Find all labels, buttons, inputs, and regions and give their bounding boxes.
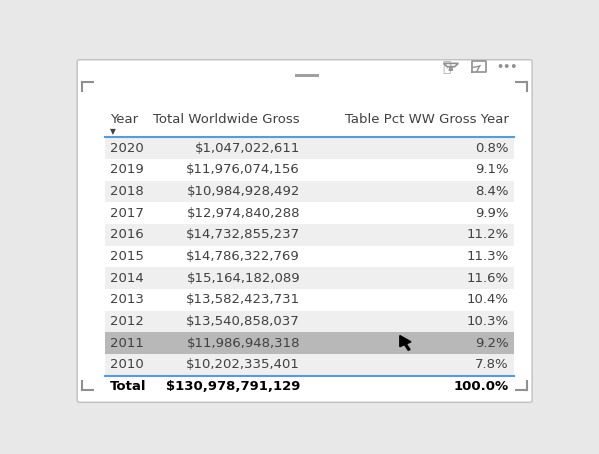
Text: 7.8%: 7.8% bbox=[475, 358, 509, 371]
Text: 2018: 2018 bbox=[110, 185, 143, 198]
Text: 2015: 2015 bbox=[110, 250, 144, 263]
Text: ▼: ▼ bbox=[110, 127, 116, 136]
Bar bbox=[105, 267, 513, 289]
Bar bbox=[105, 311, 513, 332]
Text: 2020: 2020 bbox=[110, 142, 143, 155]
Text: $13,540,858,037: $13,540,858,037 bbox=[186, 315, 300, 328]
Text: ▽: ▽ bbox=[445, 62, 452, 72]
Text: 0.8%: 0.8% bbox=[476, 142, 509, 155]
Text: 9.1%: 9.1% bbox=[475, 163, 509, 176]
Bar bbox=[105, 109, 513, 137]
Bar bbox=[105, 376, 513, 397]
Text: $11,986,948,318: $11,986,948,318 bbox=[186, 337, 300, 350]
Text: Total: Total bbox=[110, 380, 146, 393]
Text: 9.9%: 9.9% bbox=[476, 207, 509, 220]
Text: 10.3%: 10.3% bbox=[467, 315, 509, 328]
Bar bbox=[105, 137, 513, 159]
Text: 11.2%: 11.2% bbox=[467, 228, 509, 242]
Text: 2011: 2011 bbox=[110, 337, 144, 350]
Text: 2010: 2010 bbox=[110, 358, 143, 371]
Text: 8.4%: 8.4% bbox=[476, 185, 509, 198]
Bar bbox=[105, 332, 513, 354]
Text: Year: Year bbox=[110, 113, 138, 126]
Text: $1,047,022,611: $1,047,022,611 bbox=[195, 142, 300, 155]
Text: 2016: 2016 bbox=[110, 228, 143, 242]
Bar bbox=[295, 74, 319, 77]
Text: 9.2%: 9.2% bbox=[475, 337, 509, 350]
Text: $12,974,840,288: $12,974,840,288 bbox=[186, 207, 300, 220]
Text: $11,976,074,156: $11,976,074,156 bbox=[186, 163, 300, 176]
Bar bbox=[105, 354, 513, 376]
Text: 11.3%: 11.3% bbox=[467, 250, 509, 263]
Text: 2014: 2014 bbox=[110, 271, 143, 285]
Text: $13,582,423,731: $13,582,423,731 bbox=[186, 293, 300, 306]
Polygon shape bbox=[400, 336, 411, 350]
Bar bbox=[105, 159, 513, 181]
Text: 2012: 2012 bbox=[110, 315, 144, 328]
Bar bbox=[105, 224, 513, 246]
Bar bbox=[105, 289, 513, 311]
Text: $130,978,791,129: $130,978,791,129 bbox=[166, 380, 300, 393]
Text: •••: ••• bbox=[496, 62, 518, 72]
Bar bbox=[105, 246, 513, 267]
Text: 10.4%: 10.4% bbox=[467, 293, 509, 306]
Text: 2019: 2019 bbox=[110, 163, 143, 176]
Text: ⛉: ⛉ bbox=[442, 60, 450, 74]
Text: 2013: 2013 bbox=[110, 293, 144, 306]
Text: Total Worldwide Gross: Total Worldwide Gross bbox=[153, 113, 300, 126]
Text: 100.0%: 100.0% bbox=[454, 380, 509, 393]
Text: 11.6%: 11.6% bbox=[467, 271, 509, 285]
Text: $10,984,928,492: $10,984,928,492 bbox=[187, 185, 300, 198]
Text: Table Pct WW Gross Year: Table Pct WW Gross Year bbox=[345, 113, 509, 126]
Bar bbox=[105, 181, 513, 202]
Text: $14,786,322,769: $14,786,322,769 bbox=[186, 250, 300, 263]
Text: $10,202,335,401: $10,202,335,401 bbox=[186, 358, 300, 371]
FancyBboxPatch shape bbox=[77, 60, 532, 402]
Text: $15,164,182,089: $15,164,182,089 bbox=[186, 271, 300, 285]
Bar bbox=[105, 202, 513, 224]
Text: $14,732,855,237: $14,732,855,237 bbox=[186, 228, 300, 242]
Text: 2017: 2017 bbox=[110, 207, 144, 220]
